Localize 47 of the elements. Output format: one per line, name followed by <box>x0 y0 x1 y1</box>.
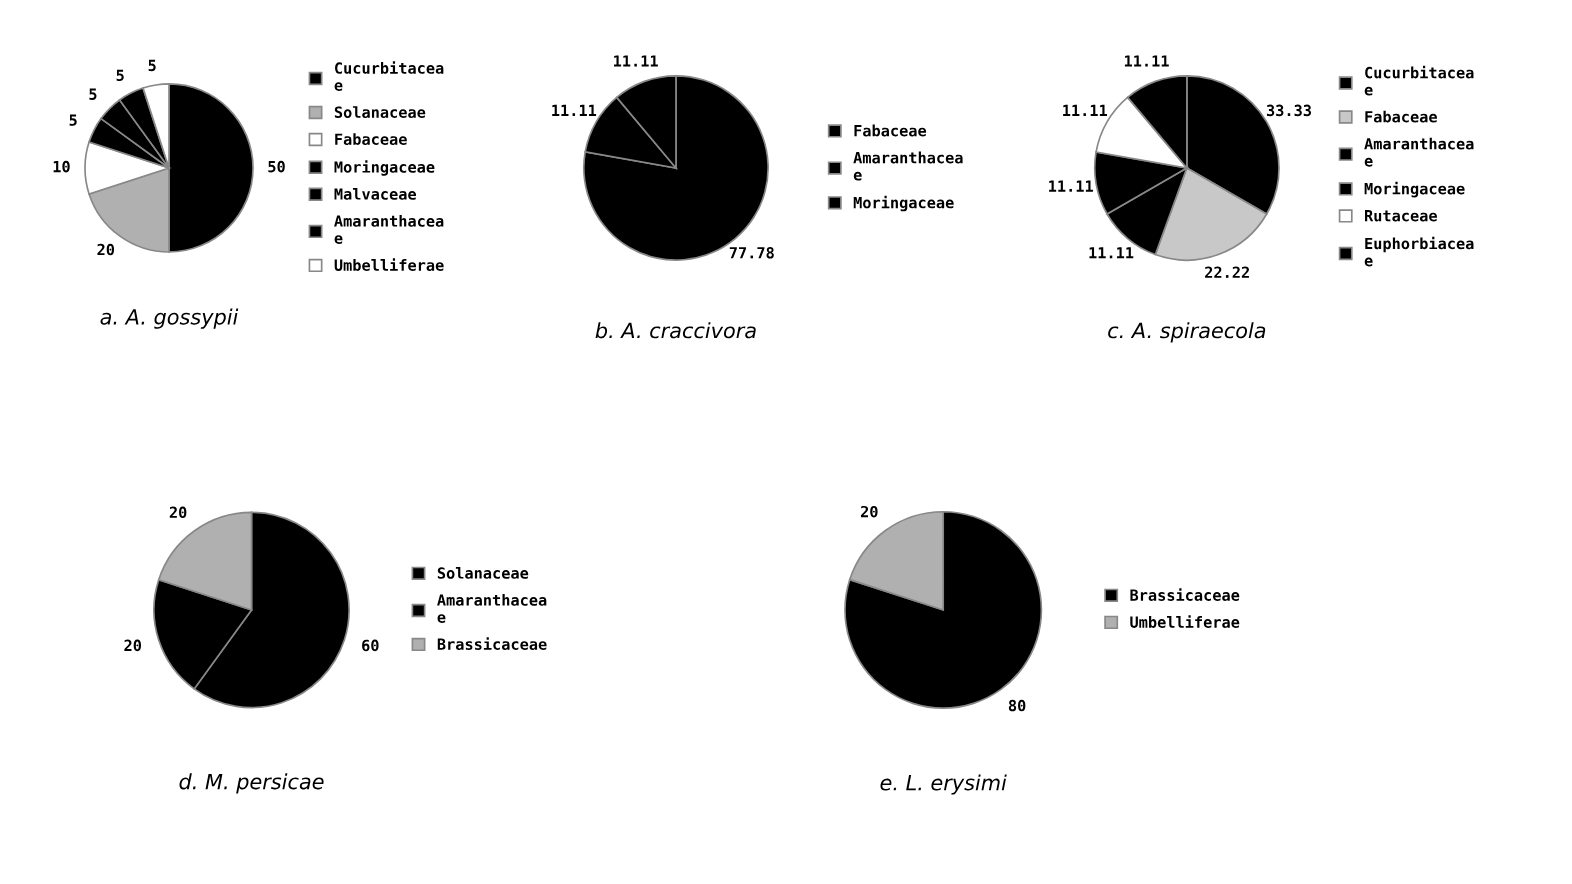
data-label: 11.11 <box>614 55 658 67</box>
data-label: 11.11 <box>1124 55 1169 67</box>
data-label: 11.11 <box>1049 180 1093 192</box>
data-label: 5 <box>69 114 77 126</box>
data-label: 10 <box>53 160 70 173</box>
legend-label: Fabaceae <box>335 133 407 145</box>
legend-label: Moringaceae <box>1364 181 1465 198</box>
legend-label: Cucurbitaceae <box>334 61 444 91</box>
data-label: 20 <box>169 506 187 519</box>
data-label: 80 <box>1008 699 1026 712</box>
data-label: 33.33 <box>1266 104 1312 117</box>
text: a. A. gossypii <box>100 308 239 329</box>
data-label: 11.11 <box>552 104 597 116</box>
legend-label: Amaranthaceae <box>1364 137 1474 167</box>
data-label: 20 <box>860 505 878 518</box>
legend-label: Umbelliferae <box>1130 615 1240 628</box>
legend-label: Cucurbitaceae <box>1364 65 1474 96</box>
legend-label: Brassicaceae <box>437 637 547 650</box>
legend-label: Solanaceae <box>334 106 426 118</box>
data-label: 60 <box>362 639 379 652</box>
legend-label: Fabaceae <box>1365 110 1437 123</box>
text: b. A. craccivora <box>595 322 756 339</box>
legend-label: Euphorbiaceae <box>1364 236 1474 267</box>
data-label: 11.11 <box>1089 247 1134 259</box>
legend-label: Amaranthaceae <box>334 214 444 244</box>
legend-label: Umbelliferae <box>334 258 444 271</box>
legend-label: Brassicaceae <box>1130 588 1240 601</box>
legend-label: Fabaceae <box>854 124 927 137</box>
data-label: 20 <box>124 639 142 652</box>
data-label: 50 <box>268 160 285 173</box>
legend-label: Rutaceae <box>1365 210 1437 222</box>
text: d. M. persicae <box>179 773 324 794</box>
text: c. A. spiraecola <box>1108 322 1266 343</box>
data-label: 5 <box>116 69 124 82</box>
text: e. L. erysimi <box>880 774 1007 795</box>
data-label: 5 <box>89 88 97 100</box>
data-label: 77.78 <box>729 246 774 259</box>
data-label: 22.22 <box>1205 266 1249 278</box>
legend-label: Amaranthaceae <box>437 594 547 623</box>
legend-label: Moringaceae <box>853 195 954 212</box>
legend-label: Malvaceae <box>334 187 417 200</box>
data-label: 5 <box>148 59 156 72</box>
legend-label: Moringaceae <box>334 160 435 176</box>
data-label: 11.11 <box>1063 104 1107 116</box>
data-label: 20 <box>97 243 115 256</box>
legend-label: Solanaceae <box>437 567 529 579</box>
legend-label: Amaranthaceae <box>853 151 963 181</box>
